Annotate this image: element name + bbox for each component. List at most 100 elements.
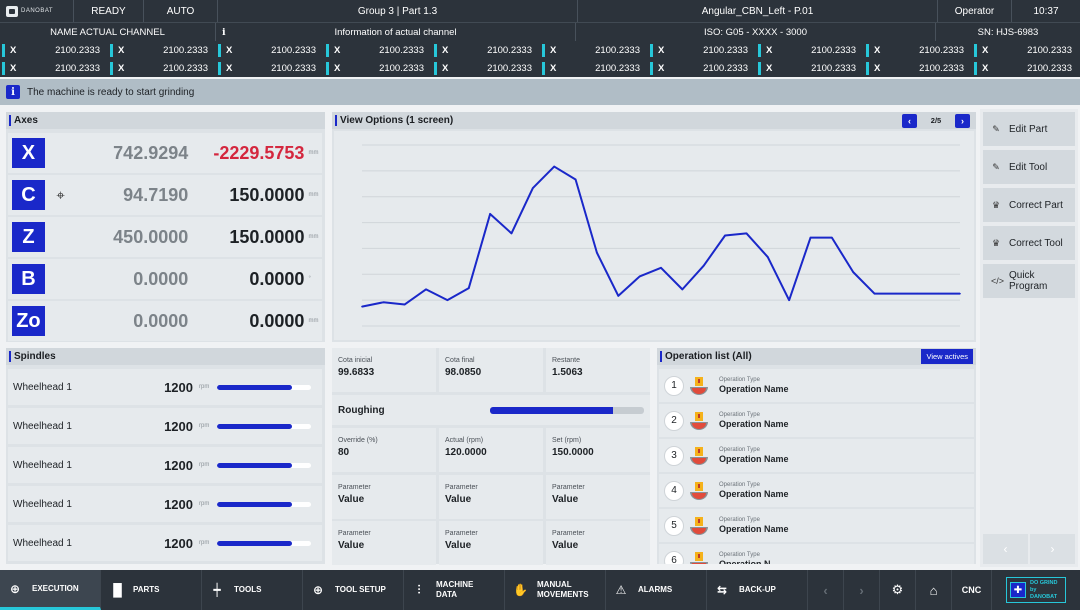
nav-manual-movements[interactable]: ✋ MANUAL MOVEMENTS xyxy=(505,570,606,610)
nav-tools[interactable]: ┿ TOOLS xyxy=(202,570,303,610)
cota-inicial-label: Cota inicial xyxy=(338,357,373,364)
coord-cell[interactable]: X 2100.2333 xyxy=(0,60,108,77)
restante-label: Restante xyxy=(552,357,581,364)
coord-cell[interactable]: X 2100.2333 xyxy=(756,60,864,77)
spindle-row: Wheelhead 1 1200 rpm xyxy=(8,486,322,522)
side-prev-button[interactable]: ‹ xyxy=(983,534,1028,564)
coord-cell[interactable]: X 2100.2333 xyxy=(108,60,216,77)
axis-label[interactable]: B xyxy=(12,264,45,294)
warning-icon: ⚠ xyxy=(615,583,627,597)
quick-program-button[interactable]: </> Quick Program xyxy=(983,264,1075,298)
coord-cell[interactable]: X 2100.2333 xyxy=(972,60,1080,77)
channel-info: i Information of actual channel xyxy=(216,23,576,41)
sliders-icon: ⫶ xyxy=(417,582,421,597)
operation-row[interactable]: 1 Operation Type Operation Name xyxy=(659,369,974,402)
nav-machine-data[interactable]: ⫶ MACHINE DATA xyxy=(404,570,505,610)
axis-label[interactable]: Z xyxy=(12,222,45,252)
nav-backup[interactable]: ⇆ BACK-UP xyxy=(707,570,808,610)
machine-mode[interactable]: AUTO xyxy=(144,0,218,22)
coord-cell[interactable]: X 2100.2333 xyxy=(756,42,864,59)
operation-row[interactable]: 4 Operation Type Operation Name xyxy=(659,474,974,507)
correct-part-button[interactable]: ♛ Correct Part xyxy=(983,188,1075,222)
data-point xyxy=(937,292,940,295)
coord-cell[interactable]: X 2100.2333 xyxy=(216,60,324,77)
channel-name[interactable]: NAME ACTUAL CHANNEL xyxy=(0,23,216,41)
cnc-button[interactable]: CNC xyxy=(952,570,992,610)
nav-parts[interactable]: ▐▌ PARTS xyxy=(101,570,202,610)
info-icon: i xyxy=(6,85,20,99)
param-value: Value xyxy=(445,540,472,551)
coord-value: 2100.2333 xyxy=(811,45,856,56)
nav-tool-setup[interactable]: ⊕ TOOL SETUP xyxy=(303,570,404,610)
coord-cell[interactable]: X 2100.2333 xyxy=(864,60,972,77)
user-role[interactable]: Operator xyxy=(938,0,1012,22)
coord-cell[interactable]: X 2100.2333 xyxy=(648,60,756,77)
home-icon[interactable]: ⌂ xyxy=(916,570,952,610)
axis-label[interactable]: X xyxy=(12,138,45,168)
data-point xyxy=(916,292,919,295)
spindle-speed: 1200 xyxy=(164,379,193,395)
phase-progress-fill xyxy=(490,406,614,414)
coord-cell[interactable]: X 2100.2333 xyxy=(972,42,1080,59)
correct-tool-button[interactable]: ♛ Correct Tool xyxy=(983,226,1075,260)
nav-prev-button[interactable]: ‹ xyxy=(808,570,844,610)
view-actives-button[interactable]: View actives xyxy=(921,349,973,364)
coord-cell[interactable]: X 2100.2333 xyxy=(324,60,432,77)
coord-cell[interactable]: X 2100.2333 xyxy=(216,42,324,59)
operation-row[interactable]: 6 Operation Type Operation N... xyxy=(659,544,974,564)
settings-icon[interactable]: ⚙ xyxy=(880,570,916,610)
edit-tool-button[interactable]: ✎ Edit Tool xyxy=(983,150,1075,184)
coord-axis: X xyxy=(334,63,341,74)
axis-unit: mm xyxy=(308,318,319,324)
axis-target-value: 0.0000 xyxy=(249,310,305,331)
coord-cell[interactable]: X 2100.2333 xyxy=(432,60,540,77)
coord-cell[interactable]: X 2100.2333 xyxy=(864,42,972,59)
coord-cell[interactable]: X 2100.2333 xyxy=(432,42,540,59)
nav-execution[interactable]: ⊕ EXECUTION xyxy=(0,570,101,610)
edit-part-button[interactable]: ✎ Edit Part xyxy=(983,112,1075,146)
program-name[interactable]: Angular_CBN_Left - P.01 xyxy=(578,0,938,22)
coord-cell[interactable]: X 2100.2333 xyxy=(324,42,432,59)
param-value: Value xyxy=(445,494,472,505)
spindle-load-fill xyxy=(217,501,293,507)
coord-axis: X xyxy=(658,45,665,56)
next-page-button[interactable]: › xyxy=(955,113,970,128)
axis-target-value: -2229.5753 xyxy=(213,142,305,163)
data-point xyxy=(959,292,961,295)
spindle-name: Wheelhead 1 xyxy=(13,459,72,471)
nav-next-button[interactable]: › xyxy=(844,570,880,610)
coord-axis: X xyxy=(766,63,773,74)
operation-text: Operation Type Operation Name xyxy=(719,517,789,534)
crosshair-icon[interactable]: ⌖ xyxy=(56,186,65,204)
spindles-title: Spindles xyxy=(6,348,325,365)
operation-row[interactable]: 5 Operation Type Operation Name xyxy=(659,509,974,542)
operation-row[interactable]: 3 Operation Type Operation Name xyxy=(659,439,974,472)
side-next-button[interactable]: › xyxy=(1030,534,1075,564)
coord-value: 2100.2333 xyxy=(163,45,208,56)
prev-page-button[interactable]: ‹ xyxy=(902,113,917,128)
axis-row: X 742.9294 -2229.5753 mm xyxy=(8,133,322,173)
coord-cell[interactable]: X 2100.2333 xyxy=(0,42,108,59)
data-point xyxy=(361,305,363,308)
group-part[interactable]: Group 3 | Part 1.3 xyxy=(218,0,578,22)
spindle-unit: rpm xyxy=(199,540,210,546)
coord-axis: X xyxy=(442,45,449,56)
operation-type: Operation Type xyxy=(719,447,760,453)
coord-cell[interactable]: X 2100.2333 xyxy=(540,42,648,59)
data-point xyxy=(831,236,833,239)
nav-alarms[interactable]: ⚠ ALARMS xyxy=(606,570,707,610)
grinding-wheel-icon xyxy=(689,446,709,466)
spindle-row: Wheelhead 1 1200 rpm xyxy=(8,447,322,483)
spindle-name: Wheelhead 1 xyxy=(13,381,72,393)
operation-name: Operation Name xyxy=(719,419,789,429)
coord-cell[interactable]: X 2100.2333 xyxy=(108,42,216,59)
operation-row[interactable]: 2 Operation Type Operation Name xyxy=(659,404,974,437)
coord-cell[interactable]: X 2100.2333 xyxy=(648,42,756,59)
axis-label[interactable]: Zo xyxy=(12,306,45,336)
info-icon[interactable]: i xyxy=(222,26,226,38)
data-point xyxy=(467,287,470,289)
message-bar: i The machine is ready to start grinding xyxy=(0,79,1080,105)
coord-value: 2100.2333 xyxy=(487,45,532,56)
axis-label[interactable]: C xyxy=(12,180,45,210)
coord-cell[interactable]: X 2100.2333 xyxy=(540,60,648,77)
